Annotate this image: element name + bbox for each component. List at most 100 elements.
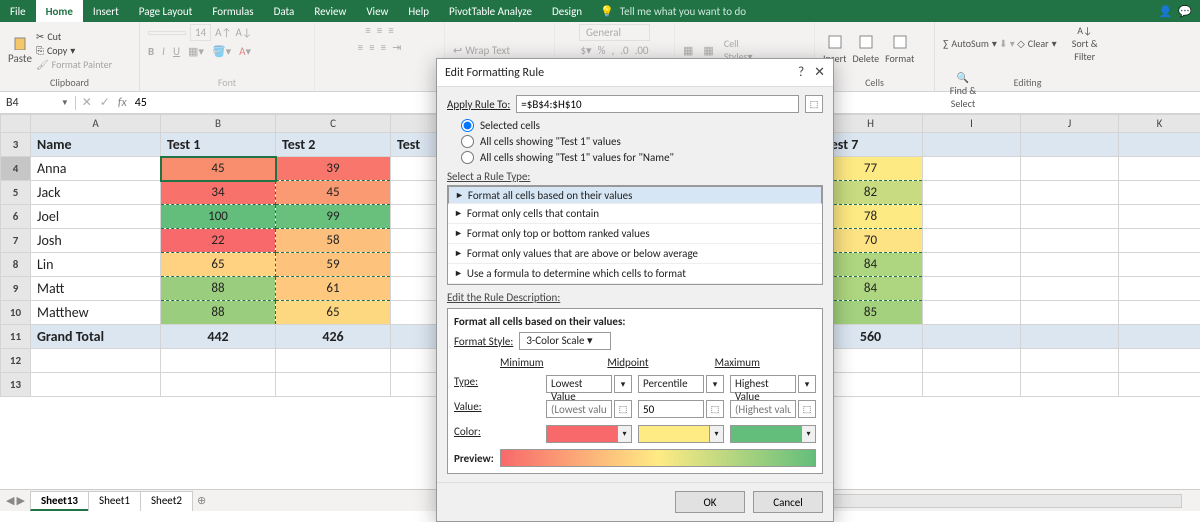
min-value-input[interactable]	[546, 400, 612, 418]
inc-dec-icon[interactable]: .0	[620, 44, 628, 57]
sort-filter-icon[interactable]: A↓	[1065, 24, 1105, 37]
data-cell[interactable]: 77	[819, 157, 923, 181]
fx-icon[interactable]: fx	[118, 96, 127, 110]
data-cell[interactable]: 22	[161, 229, 276, 253]
conditional-formatting-icon[interactable]: ▦	[683, 44, 693, 57]
data-cell[interactable]: 59	[276, 253, 391, 277]
comma-icon[interactable]: ,	[611, 44, 614, 57]
tab-view[interactable]: View	[356, 0, 398, 22]
cancel-icon[interactable]: ✕	[82, 95, 92, 110]
clear-button[interactable]: ◇ Clear ▾	[1017, 37, 1057, 50]
row-header[interactable]: 8	[1, 253, 31, 277]
data-cell[interactable]: 85	[819, 301, 923, 325]
indent-icon[interactable]: ⇥	[392, 41, 401, 54]
max-value-input[interactable]	[730, 400, 796, 418]
data-cell[interactable]: 84	[819, 253, 923, 277]
sheet-tab-sheet1[interactable]: Sheet1	[88, 491, 141, 511]
copy-button[interactable]: ⎘ Copy ▾	[36, 44, 112, 57]
tab-review[interactable]: Review	[304, 0, 356, 22]
font-size-select[interactable]: 14	[190, 24, 211, 41]
percent-icon[interactable]: %	[598, 44, 606, 57]
align-center-icon[interactable]: ≡	[369, 41, 374, 54]
insert-cells-icon[interactable]	[828, 35, 842, 49]
cut-button[interactable]: ✂ Cut	[36, 30, 112, 43]
chevron-down-icon[interactable]: ▼	[61, 98, 69, 108]
max-type-select[interactable]: Highest Value	[730, 375, 796, 393]
delete-cells-icon[interactable]	[859, 35, 873, 49]
row-header[interactable]: 11	[1, 325, 31, 349]
column-header[interactable]	[1, 115, 31, 133]
sheet-tab-sheet13[interactable]: Sheet13	[30, 491, 89, 511]
format-cells-icon[interactable]	[893, 35, 907, 49]
tab-insert[interactable]: Insert	[83, 0, 129, 22]
column-header[interactable]: C	[276, 115, 391, 133]
row-header[interactable]: 4	[1, 157, 31, 181]
rule-type-item[interactable]: ►Format only values that are above or be…	[448, 244, 822, 264]
min-color-select[interactable]: ▾	[546, 425, 632, 443]
data-cell[interactable]: 82	[819, 181, 923, 205]
data-cell[interactable]: 78	[819, 205, 923, 229]
data-cell[interactable]: 45	[276, 181, 391, 205]
currency-icon[interactable]: $▾	[580, 44, 591, 57]
data-cell[interactable]: 88	[161, 301, 276, 325]
range-icon[interactable]: ⬚	[706, 400, 724, 418]
align-bot-icon[interactable]: ≡	[388, 24, 393, 37]
align-right-icon[interactable]: ≡	[381, 41, 386, 54]
data-cell[interactable]: 65	[276, 301, 391, 325]
data-cell[interactable]: 88	[161, 277, 276, 301]
row-header[interactable]: 6	[1, 205, 31, 229]
format-style-select[interactable]: 3-Color Scale ▾	[519, 332, 611, 350]
row-header[interactable]: 5	[1, 181, 31, 205]
rule-type-item[interactable]: ►Format only cells that contain	[448, 204, 822, 224]
fill-color-button[interactable]: 🪣▾	[212, 45, 231, 58]
apply-radio-2[interactable]	[461, 151, 474, 164]
enter-icon[interactable]: ✓	[100, 95, 110, 110]
column-header[interactable]: A	[31, 115, 161, 133]
tab-page-layout[interactable]: Page Layout	[129, 0, 203, 22]
data-cell[interactable]: 70	[819, 229, 923, 253]
mid-type-select[interactable]: Percentile	[638, 375, 704, 393]
align-left-icon[interactable]: ≡	[358, 41, 363, 54]
underline-button[interactable]: U	[173, 45, 180, 58]
row-header[interactable]: 7	[1, 229, 31, 253]
decrease-font-icon[interactable]: A↓	[235, 26, 251, 39]
autosum-button[interactable]: ∑ AutoSum ▾	[943, 37, 997, 50]
tab-pivottable-analyze[interactable]: PivotTable Analyze	[439, 0, 542, 22]
data-cell[interactable]: 58	[276, 229, 391, 253]
apply-range-input[interactable]	[516, 95, 799, 113]
italic-button[interactable]: I	[162, 45, 165, 58]
column-header[interactable]: H	[819, 115, 923, 133]
bold-button[interactable]: B	[148, 45, 154, 58]
column-header[interactable]: B	[161, 115, 276, 133]
data-cell[interactable]: 65	[161, 253, 276, 277]
data-cell[interactable]: 39	[276, 157, 391, 181]
min-type-select[interactable]: Lowest Value	[546, 375, 612, 393]
help-icon[interactable]: ?	[798, 65, 804, 80]
align-mid-icon[interactable]: ≡	[377, 24, 382, 37]
tab-file[interactable]: File	[0, 0, 36, 22]
comments-icon[interactable]: 💬	[1178, 5, 1192, 18]
tab-data[interactable]: Data	[264, 0, 305, 22]
data-cell[interactable]: 84	[819, 277, 923, 301]
format-table-icon[interactable]: ▦	[703, 44, 713, 57]
sheet-prev-icon[interactable]: ◀	[6, 494, 14, 507]
paste-icon[interactable]	[13, 36, 27, 50]
data-cell[interactable]: 61	[276, 277, 391, 301]
row-header[interactable]: 3	[1, 133, 31, 157]
tab-formulas[interactable]: Formulas	[202, 0, 263, 22]
border-button[interactable]: ▦▾	[188, 45, 204, 58]
row-header[interactable]: 12	[1, 349, 31, 373]
column-header[interactable]: K	[1119, 115, 1200, 133]
mid-color-select[interactable]: ▾	[638, 425, 724, 443]
mid-value-input[interactable]	[638, 400, 704, 418]
rule-type-item[interactable]: ►Format only top or bottom ranked values	[448, 224, 822, 244]
max-color-select[interactable]: ▾	[730, 425, 816, 443]
range-icon[interactable]: ⬚	[798, 400, 816, 418]
tab-home[interactable]: Home	[36, 0, 83, 22]
tell-me[interactable]: 💡 Tell me what you want to do	[600, 5, 746, 18]
column-header[interactable]: J	[1021, 115, 1119, 133]
data-cell[interactable]: 34	[161, 181, 276, 205]
align-top-icon[interactable]: ≡	[365, 24, 370, 37]
share-icon[interactable]: 👤	[1159, 5, 1173, 18]
range-selector-button[interactable]: ⬚	[805, 95, 823, 113]
